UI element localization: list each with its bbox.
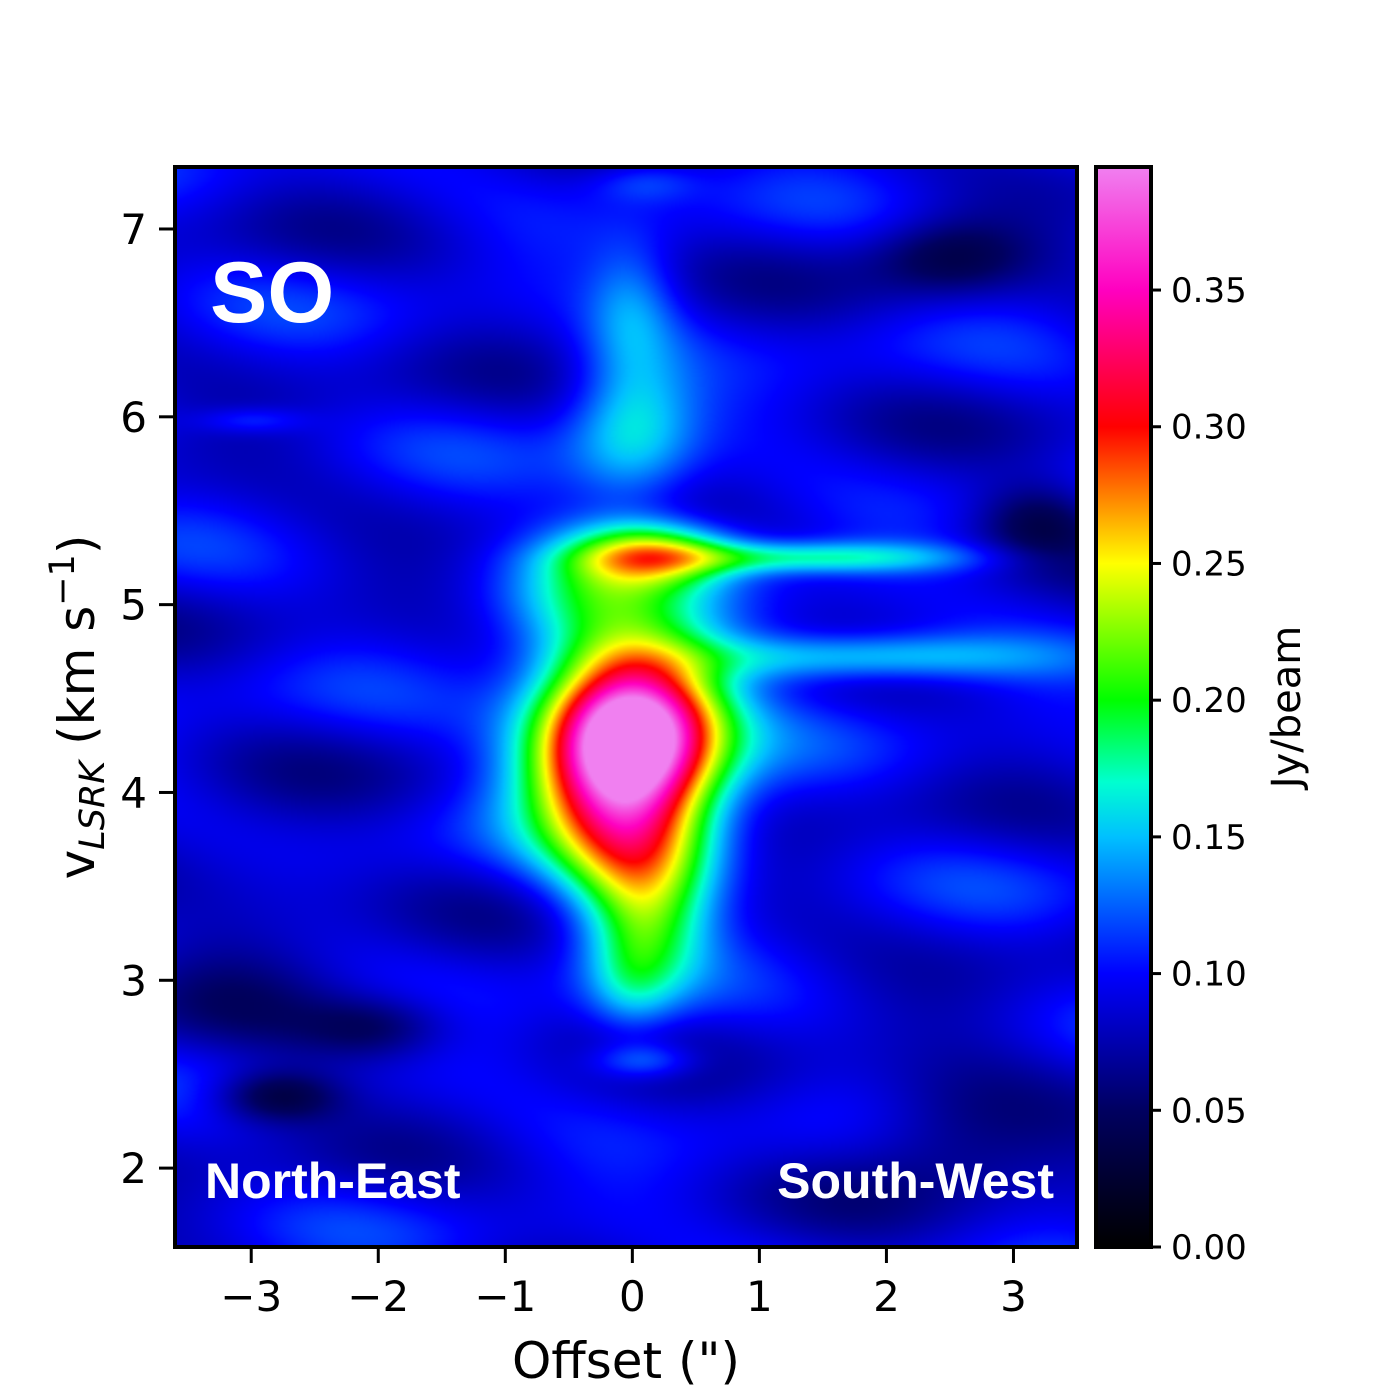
y-tick-label: 7 xyxy=(120,205,147,254)
y-tick-label: 2 xyxy=(120,1144,147,1193)
colorbar-tick-label: 0.00 xyxy=(1171,1228,1247,1268)
y-axis-label: vLSRK (km s−1) xyxy=(43,535,113,880)
plot-frame xyxy=(173,165,1079,1249)
colorbar-tick-label: 0.10 xyxy=(1171,955,1247,995)
x-axis-label: Offset (") xyxy=(512,1332,740,1390)
x-tick-label: 1 xyxy=(746,1272,773,1321)
annotation-right: South-West xyxy=(777,1153,1054,1209)
colorbar-tick-label: 0.20 xyxy=(1171,681,1247,721)
colorbar-ticks: 0.00 0.05 0.10 0.15 0.20 0.25 0.30 0.35 xyxy=(1151,271,1247,1268)
y-axis: 2 3 4 5 6 7 xyxy=(120,205,175,1193)
x-tick-label: 0 xyxy=(619,1272,646,1321)
y-tick-label: 3 xyxy=(120,956,147,1005)
x-axis: −3 −2 −1 0 1 2 3 xyxy=(220,1247,1027,1321)
colorbar-tick-label: 0.25 xyxy=(1171,544,1247,584)
y-axis-label-main: v xyxy=(48,850,106,880)
x-tick-label: 2 xyxy=(873,1272,900,1321)
colorbar-frame xyxy=(1094,165,1153,1249)
colorbar: 0.00 0.05 0.10 0.15 0.20 0.25 0.30 0.35 Jy/beam xyxy=(1094,165,1310,1268)
x-tick-label: 3 xyxy=(1000,1272,1027,1321)
x-tick-label: −1 xyxy=(474,1272,536,1321)
y-axis-label-sub: LSRK xyxy=(73,758,113,850)
colorbar-gradient xyxy=(1096,167,1151,1247)
y-tick-label: 6 xyxy=(120,393,147,442)
colorbar-label: Jy/beam xyxy=(1264,626,1310,791)
colorbar-tick-label: 0.30 xyxy=(1171,408,1247,448)
y-axis-label-close: ) xyxy=(48,535,106,555)
y-axis-label-unit: (km s xyxy=(48,606,106,761)
panel-label: SO xyxy=(210,245,334,341)
x-tick-label: −3 xyxy=(220,1272,282,1321)
colorbar-tick-label: 0.05 xyxy=(1171,1091,1247,1131)
colorbar-tick-label: 0.15 xyxy=(1171,818,1247,858)
y-axis-label-sup: −1 xyxy=(43,554,83,606)
x-tick-label: −2 xyxy=(347,1272,409,1321)
annotation-left: North-East xyxy=(205,1153,461,1209)
heatmap-area xyxy=(175,167,1077,1247)
colorbar-tick-label: 0.35 xyxy=(1171,271,1247,311)
y-tick-label: 5 xyxy=(120,581,147,630)
heatmap-image xyxy=(175,167,1077,1247)
y-tick-label: 4 xyxy=(120,768,147,817)
